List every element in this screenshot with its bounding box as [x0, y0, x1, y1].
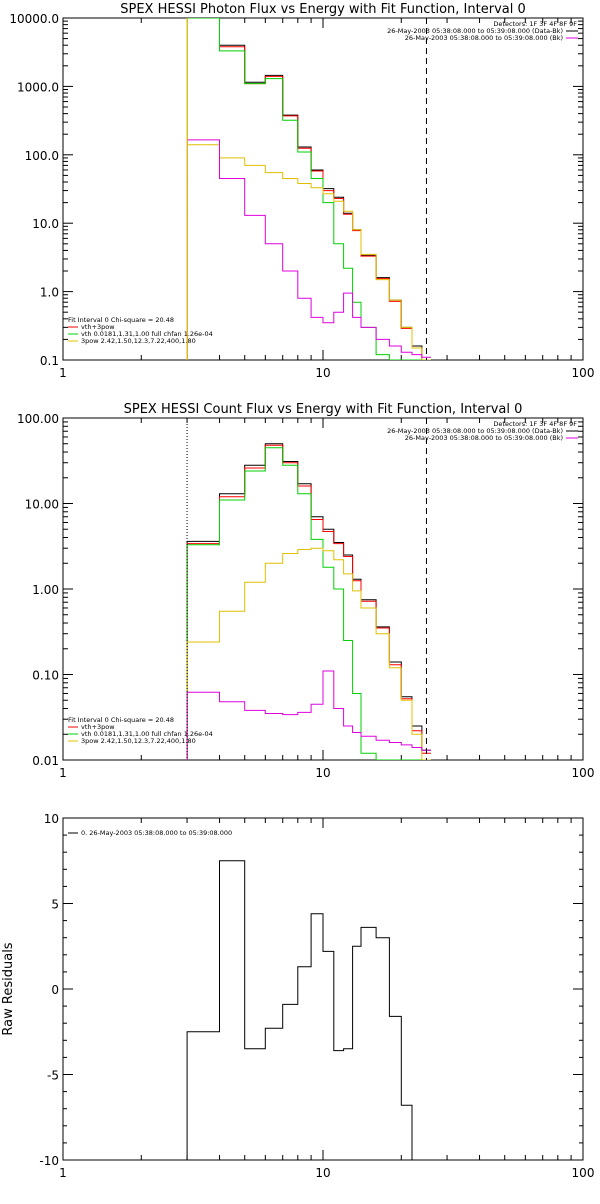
y-tick-label: 100.0	[25, 149, 59, 163]
chart-title: SPEX HESSI Photon Flux vs Energy with Fi…	[120, 2, 526, 17]
photon-flux-panel: SPEX HESSI Photon Flux vs Energy with Fi…	[9, 2, 594, 380]
legend-left-text: Fit Interval 0 Chi-square = 20.48	[68, 316, 174, 324]
x-tick-label: 10	[315, 1166, 330, 1180]
count-flux-panel: SPEX HESSI Count Flux vs Energy with Fit…	[17, 402, 594, 780]
legend-right-text: Detectors: 1F 3F 4F 8F 9F	[493, 20, 577, 28]
legend-left-text: vth 0.0181,1.31,1.00 full chfan 1.26e-04	[81, 330, 213, 338]
legend-right-text: 26-May-2003 05:38:08.000 to 05:39:08.000…	[387, 27, 563, 35]
series-line-bk	[186, 139, 431, 360]
y-tick-label: 5	[51, 898, 59, 912]
series-line-vth	[186, 18, 431, 360]
series-line-3pow	[186, 144, 431, 360]
y-tick-label: 10.00	[25, 498, 59, 512]
legend-left-text: Fit Interval 0 Chi-square = 20.48	[68, 716, 174, 724]
series-line-bk	[186, 670, 431, 760]
legend-left-text: 0. 26-May-2003 05:38:08.000 to 05:39:08.…	[81, 829, 232, 837]
x-tick-label: 1	[59, 766, 67, 780]
legend-left-text: 3pow 2.42,1.50,12.3,7.22,400,1.80	[81, 337, 196, 345]
legend-right-text: 26-May-2003 05:38:08.000 to 05:39:08.000…	[387, 427, 563, 435]
legend-right-text: 26-May-2003 05:38:08.000 to 05:39:08.000…	[405, 34, 563, 42]
plot-frame	[62, 417, 584, 761]
y-tick-label: 0.1	[40, 354, 59, 368]
y-tick-label: 1000.0	[17, 80, 59, 94]
y-tick-label: 10.0	[32, 217, 59, 231]
y-tick-label: 0.10	[32, 669, 59, 683]
y-tick-label: 10	[44, 812, 59, 826]
y-tick-label: 0.01	[32, 754, 59, 768]
x-tick-label: 1	[59, 1166, 67, 1180]
legend-left-text: vth 0.0181,1.31,1.00 full chfan 1.26e-04	[81, 730, 213, 738]
series-line-vth	[186, 447, 431, 760]
y-axis-label: Raw Residuals	[1, 942, 16, 1035]
legend-left-text: vth+3pow	[81, 323, 115, 331]
legend-right-text: 26-May-2003 05:38:08.000 to 05:39:08.000…	[405, 434, 563, 442]
x-tick-label: 1	[59, 366, 67, 380]
y-tick-label: -10	[39, 1154, 59, 1168]
y-tick-label: 0	[51, 983, 59, 997]
residuals-panel: Raw Residuals 1 10 100 10 5 0 -5 -10 0. 26-May-20…	[1, 812, 594, 1180]
series-line-3pow	[186, 547, 431, 760]
x-tick-label: 100	[572, 1166, 595, 1180]
y-tick-label: 100.00	[17, 412, 59, 426]
y-tick-label: -5	[47, 1069, 59, 1083]
chart-title: SPEX HESSI Count Flux vs Energy with Fit…	[124, 402, 523, 417]
series-line-data-bk	[186, 18, 431, 360]
x-tick-label: 100	[572, 766, 595, 780]
series-line-vth-3pow	[186, 18, 431, 360]
x-tick-label: 100	[572, 366, 595, 380]
series-line-0-26-may-2003-05-38-08-000-to-05-39-08-000	[186, 860, 431, 1160]
plot-frame	[62, 817, 584, 1161]
x-tick-label: 10	[315, 366, 330, 380]
y-tick-label: 1.00	[32, 583, 59, 597]
y-tick-label: 10000.0	[9, 12, 59, 26]
y-tick-label: 1.0	[40, 286, 59, 300]
legend-left-text: 3pow 2.42,1.50,12.3,7.22,400,1.80	[81, 737, 196, 745]
legend-left-text: vth+3pow	[81, 723, 115, 731]
legend-right-text: Detectors: 1F 3F 4F 8F 9F	[493, 420, 577, 428]
x-tick-label: 10	[315, 766, 330, 780]
